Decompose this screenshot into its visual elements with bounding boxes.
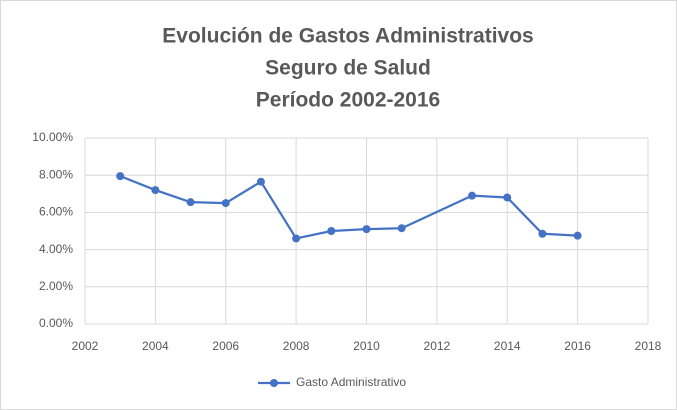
x-tick-label: 2012: [424, 339, 451, 353]
x-tick-label: 2018: [635, 339, 662, 353]
legend-marker: [270, 379, 278, 387]
data-point: [116, 172, 125, 181]
chart-title: Evolución de Gastos Administrativos: [162, 25, 533, 48]
y-tick-label: 8.00%: [39, 167, 73, 181]
data-point: [503, 193, 512, 202]
data-point: [397, 224, 406, 233]
chart-subtitle: Seguro de Salud: [265, 57, 431, 80]
data-point: [538, 229, 547, 238]
y-tick-label: 4.00%: [39, 242, 73, 256]
x-tick-label: 2006: [212, 339, 239, 353]
x-tick-label: 2008: [283, 339, 310, 353]
data-point: [362, 225, 371, 234]
data-point: [468, 191, 477, 200]
data-point: [256, 177, 265, 186]
y-tick-label: 0.00%: [39, 316, 73, 330]
legend-label: Gasto Administrativo: [296, 375, 406, 389]
y-tick-label: 10.00%: [32, 130, 73, 144]
data-point: [573, 231, 582, 240]
data-point: [186, 198, 195, 207]
y-tick-label: 2.00%: [39, 279, 73, 293]
x-tick-label: 2010: [353, 339, 380, 353]
x-tick-label: 2014: [494, 339, 521, 353]
x-tick-label: 2002: [72, 339, 99, 353]
x-tick-label: 2016: [564, 339, 591, 353]
data-point: [151, 186, 160, 195]
data-point: [327, 227, 336, 235]
x-tick-label: 2004: [142, 339, 169, 353]
y-tick-label: 6.00%: [39, 205, 73, 219]
data-point: [292, 234, 301, 243]
chart-subtitle: Período 2002-2016: [256, 89, 440, 112]
data-point: [221, 199, 230, 208]
